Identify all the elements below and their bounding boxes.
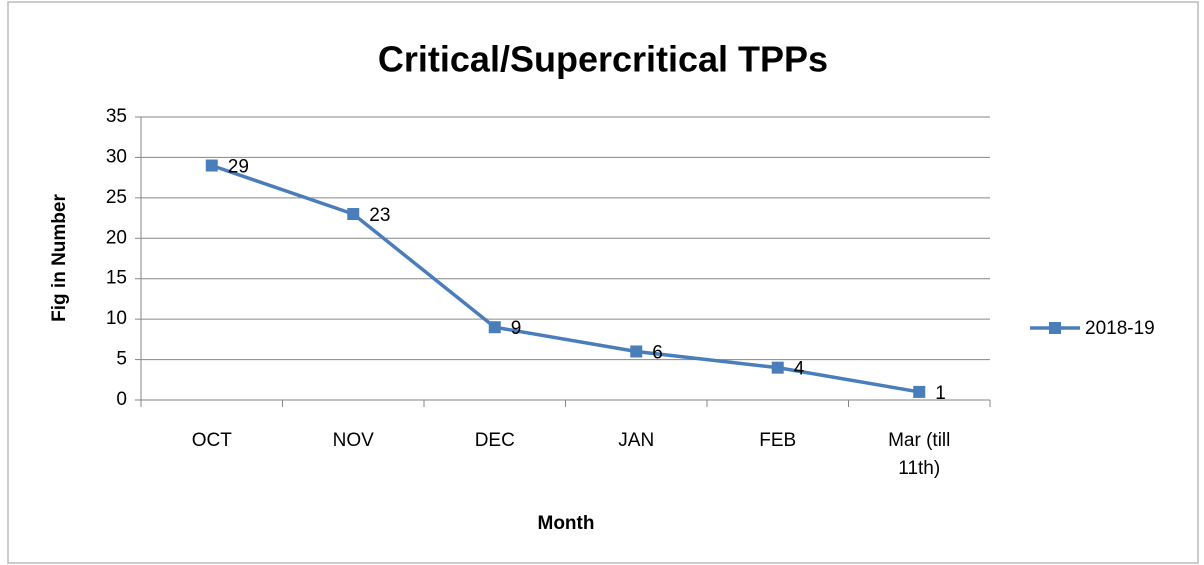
- data-label: 23: [369, 205, 390, 226]
- y-tick-label: 15: [106, 268, 127, 289]
- y-tick-label: 20: [106, 227, 127, 248]
- data-point: [488, 321, 501, 334]
- x-tick-label: JAN: [618, 430, 654, 451]
- data-point: [771, 361, 784, 374]
- data-label: 9: [511, 318, 522, 339]
- series-line: [211, 163, 920, 394]
- x-tick-label: FEB: [759, 430, 796, 451]
- data-label: 29: [228, 157, 249, 178]
- y-tick-label: 5: [116, 349, 127, 370]
- y-tick-label: 35: [106, 106, 127, 127]
- data-label: 6: [652, 343, 663, 364]
- legend-label: 2018-19: [1085, 318, 1155, 339]
- y-axis-title: Fig in Number: [49, 194, 70, 322]
- data-point: [347, 208, 360, 221]
- x-axis-title: Month: [538, 513, 595, 534]
- y-tick-label: 25: [106, 187, 127, 208]
- data-point: [913, 385, 926, 398]
- y-tick-label: 30: [106, 146, 127, 167]
- data-label: 1: [935, 383, 946, 404]
- x-tick-label: OCT: [192, 430, 233, 451]
- x-tick-label: DEC: [475, 430, 515, 451]
- data-point: [630, 345, 643, 358]
- y-tick-label: 0: [116, 389, 127, 410]
- x-tick-label: NOV: [333, 430, 375, 451]
- chart-frame: [7, 1, 1199, 564]
- y-tick-label: 10: [106, 308, 127, 329]
- data-point: [205, 159, 218, 172]
- data-label: 4: [794, 359, 805, 380]
- chart-title: Critical/Supercritical TPPs: [378, 39, 828, 80]
- legend-marker: [1049, 322, 1061, 334]
- x-tick-label: Mar (till 11th): [888, 430, 950, 479]
